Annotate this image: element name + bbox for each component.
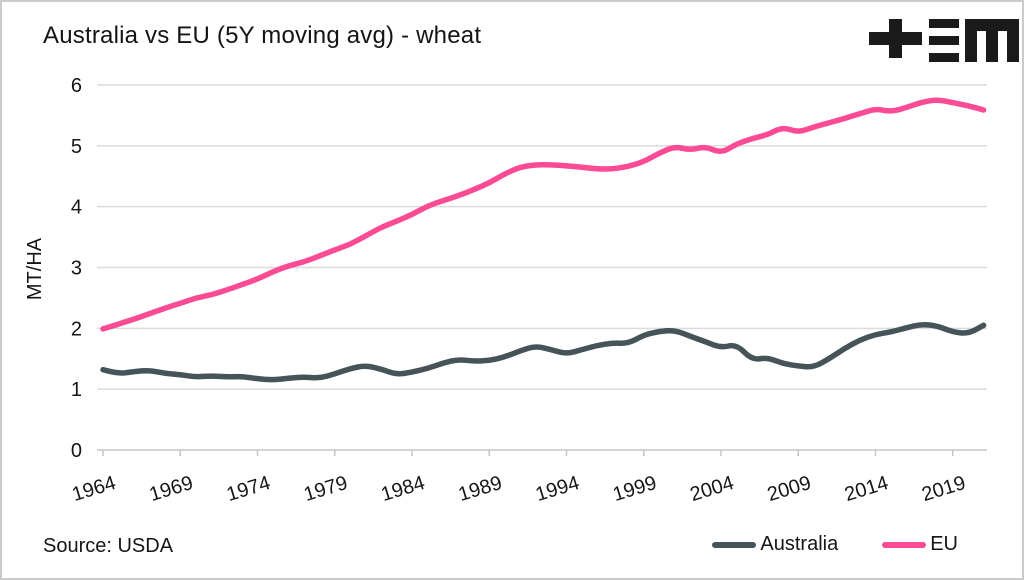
- logo-plus-horizontal: [869, 32, 922, 45]
- x-tick-label: 1979: [301, 472, 350, 506]
- x-tick-label: 2019: [919, 472, 968, 506]
- tem-logo: [869, 19, 1019, 62]
- australia-line-swatch: [712, 541, 757, 548]
- legend-label-australia: Australia: [760, 533, 839, 555]
- x-tick-label: 1999: [610, 472, 659, 506]
- logo-bar-middle: [929, 36, 959, 45]
- y-tick-label: 2: [71, 318, 82, 340]
- y-tick-label: 6: [71, 75, 82, 97]
- x-tick-label: 2009: [765, 472, 814, 506]
- logo-bar-top: [929, 19, 959, 28]
- series-australia: [100, 321, 987, 383]
- y-tick-label: 1: [71, 379, 82, 401]
- x-tick-label: 2004: [688, 472, 737, 506]
- legend-item-eu: EU: [882, 533, 958, 556]
- x-tick-label: 1969: [147, 472, 196, 506]
- legend: Australia EU: [712, 533, 958, 556]
- y-axis-title: MT/HA: [24, 237, 46, 300]
- logo-bar-bottom: [929, 53, 959, 62]
- logo-m-middle-leg: [986, 19, 998, 62]
- eu-line-swatch: [882, 541, 927, 548]
- x-tick-label: 1994: [533, 472, 582, 506]
- source-note: Source: USDA: [43, 535, 174, 557]
- y-tick-label: 3: [71, 258, 82, 280]
- x-tick-label: 1974: [224, 472, 273, 506]
- x-tick-label: 2014: [842, 472, 891, 506]
- y-tick-label: 0: [71, 440, 82, 462]
- legend-label-eu: EU: [930, 533, 958, 555]
- legend-item-australia: Australia: [712, 533, 838, 556]
- x-tick-label: 1989: [456, 472, 505, 506]
- x-tick-label: 1964: [70, 472, 119, 506]
- logo-m-right-leg: [1007, 19, 1019, 62]
- chart-title: Australia vs EU (5Y moving avg) - wheat: [43, 22, 482, 49]
- y-tick-label: 4: [71, 197, 82, 219]
- x-tick-label: 1984: [379, 472, 428, 506]
- y-tick-label: 5: [71, 136, 82, 158]
- series-eu: [100, 97, 987, 332]
- logo-m-left-leg: [965, 19, 977, 62]
